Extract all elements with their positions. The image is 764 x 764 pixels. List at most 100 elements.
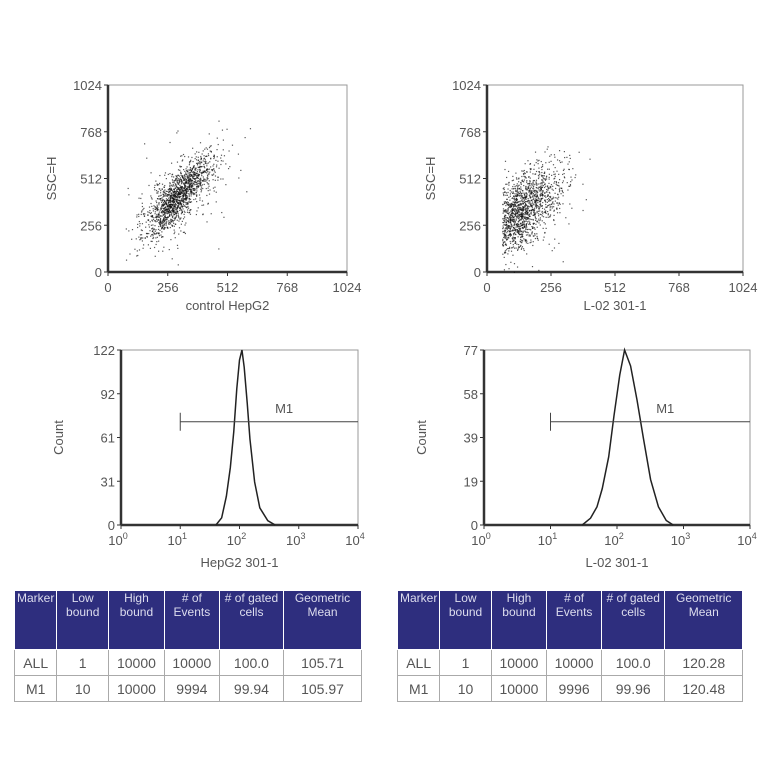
scatter-point bbox=[524, 213, 526, 215]
scatter-point bbox=[205, 180, 207, 182]
scatter-point bbox=[527, 186, 530, 189]
scatter-point bbox=[502, 230, 504, 232]
scatter-point bbox=[195, 167, 197, 169]
scatter-point bbox=[535, 186, 537, 189]
scatter-point bbox=[161, 222, 164, 224]
scatter-point bbox=[518, 229, 520, 231]
scatter-point bbox=[548, 200, 550, 202]
scatter-point bbox=[172, 213, 174, 215]
scatter-point bbox=[563, 172, 565, 175]
scatter-point bbox=[183, 178, 185, 180]
scatter-point bbox=[164, 213, 166, 216]
scatter-point bbox=[173, 210, 175, 213]
scatter-point bbox=[523, 184, 525, 187]
scatter-point bbox=[189, 209, 191, 211]
scatter-point bbox=[183, 183, 185, 185]
scatter-point bbox=[551, 198, 553, 200]
scatter-point bbox=[513, 227, 516, 229]
scatter-point bbox=[538, 218, 540, 220]
scatter-point bbox=[548, 168, 550, 170]
scatter-point bbox=[202, 180, 204, 182]
scatter-point bbox=[163, 208, 165, 210]
scatter-point bbox=[522, 203, 525, 205]
scatter-point bbox=[518, 204, 520, 206]
scatter-point bbox=[505, 216, 507, 219]
scatter-point bbox=[195, 191, 197, 194]
scatter-point bbox=[523, 207, 525, 209]
scatter-point bbox=[517, 201, 519, 203]
scatter-point bbox=[167, 205, 169, 207]
scatter-point bbox=[553, 219, 555, 221]
table-cell: 10000 bbox=[490, 675, 548, 702]
scatter-point bbox=[522, 227, 524, 230]
scatter-point bbox=[526, 196, 528, 198]
scatter-point bbox=[158, 235, 161, 237]
scatter-point bbox=[174, 216, 176, 218]
scatter-point bbox=[525, 219, 527, 221]
scatter-point bbox=[166, 195, 169, 197]
y-tick-label: 58 bbox=[464, 387, 478, 402]
scatter-point bbox=[508, 218, 510, 220]
scatter-point bbox=[145, 221, 147, 223]
scatter-point bbox=[182, 195, 184, 198]
scatter-point bbox=[185, 198, 187, 200]
scatter-point bbox=[551, 205, 553, 208]
scatter-point bbox=[530, 205, 533, 207]
scatter-point bbox=[540, 160, 542, 163]
scatter-point bbox=[158, 216, 160, 219]
scatter-point bbox=[180, 199, 182, 202]
scatter-point bbox=[197, 180, 199, 182]
scatter-point bbox=[180, 186, 182, 188]
scatter-point bbox=[197, 172, 199, 175]
scatter-point bbox=[515, 230, 517, 232]
scatter-point bbox=[140, 234, 143, 236]
scatter-point bbox=[150, 212, 152, 214]
scatter-point bbox=[183, 190, 185, 192]
scatter-point bbox=[547, 213, 549, 215]
scatter-point bbox=[514, 238, 516, 240]
scatter-point bbox=[532, 192, 535, 195]
scatter-point bbox=[192, 160, 194, 163]
scatter-point bbox=[211, 174, 213, 176]
scatter-point bbox=[179, 209, 181, 212]
scatter-point bbox=[521, 208, 523, 210]
scatter-point bbox=[518, 244, 520, 246]
x-tick-exponent: 3 bbox=[685, 531, 690, 541]
scatter-point bbox=[215, 159, 217, 162]
scatter-point bbox=[169, 201, 171, 204]
scatter-point bbox=[522, 205, 524, 208]
scatter-point bbox=[509, 217, 511, 219]
scatter-point bbox=[189, 213, 192, 215]
scatter-point bbox=[246, 191, 248, 193]
scatter-point bbox=[507, 237, 509, 239]
scatter-point bbox=[547, 146, 549, 148]
scatter-point bbox=[189, 178, 191, 180]
scatter-point bbox=[136, 216, 138, 218]
scatter-point bbox=[140, 197, 142, 200]
scatter-point bbox=[540, 188, 542, 191]
scatter-point bbox=[568, 185, 570, 187]
scatter-point bbox=[172, 203, 174, 206]
scatter-point bbox=[162, 236, 164, 238]
scatter-point bbox=[551, 207, 553, 209]
scatter-point bbox=[164, 172, 167, 174]
scatter-point bbox=[187, 185, 189, 188]
scatter-point bbox=[539, 224, 541, 226]
scatter-point bbox=[525, 220, 527, 222]
scatter-point bbox=[526, 189, 528, 191]
scatter-point bbox=[531, 206, 533, 208]
scatter-point bbox=[161, 224, 163, 226]
scatter-point bbox=[519, 227, 522, 230]
scatter-point bbox=[534, 173, 536, 175]
scatter-point bbox=[150, 235, 152, 237]
scatter-point bbox=[515, 185, 517, 187]
x-tick-label: 512 bbox=[217, 280, 239, 295]
scatter-point bbox=[180, 223, 182, 225]
scatter-point bbox=[508, 268, 510, 270]
scatter-point bbox=[173, 198, 175, 201]
scatter-point bbox=[523, 192, 525, 194]
scatter-point bbox=[179, 188, 181, 190]
scatter-point bbox=[215, 201, 217, 203]
scatter-point bbox=[543, 208, 546, 210]
scatter-point bbox=[502, 245, 504, 247]
